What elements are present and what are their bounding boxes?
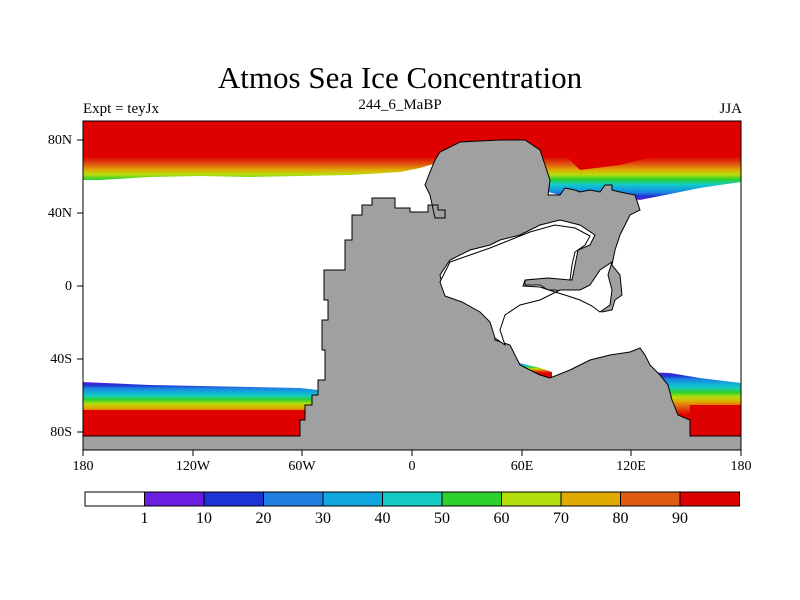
- colorbar-label: 40: [374, 510, 391, 527]
- colorbar-box-6: [441, 491, 502, 507]
- colorbar-box-8: [560, 491, 621, 507]
- season-label: JJA: [719, 101, 742, 117]
- experiment-label: Expt = teyJx: [83, 101, 159, 117]
- colorbar-label: 80: [612, 510, 629, 527]
- colorbar-box-0: [84, 491, 145, 507]
- colorbar-box-1: [144, 491, 205, 507]
- y-tick-label: 80S: [50, 425, 72, 440]
- colorbar-label: 20: [255, 510, 272, 527]
- colorbar-box-3: [263, 491, 324, 507]
- colorbar-label: 10: [196, 510, 212, 527]
- colorbar-label: 60: [493, 510, 510, 527]
- tethys-ocean: [439, 224, 613, 347]
- colorbar-box-2: [203, 491, 264, 507]
- colorbar-box-9: [620, 491, 681, 507]
- x-tick-label: 60W: [288, 459, 316, 474]
- colorbar-label: 50: [434, 510, 450, 527]
- map-title: Atmos Sea Ice Concentration: [217, 60, 583, 95]
- y-tick-label: 40N: [47, 206, 72, 221]
- colorbar-box-10: [679, 491, 740, 507]
- period-label: 244_6_MaBP: [358, 97, 442, 113]
- y-tick-label: 0: [65, 279, 72, 294]
- x-tick-label: 120W: [175, 459, 211, 474]
- x-tick-label: 120E: [616, 459, 646, 474]
- y-tick-label: 40S: [50, 352, 72, 367]
- colorbar-label: 90: [672, 510, 688, 527]
- colorbar-label: 70: [553, 510, 569, 527]
- y-tick-label: 80N: [47, 133, 72, 148]
- axis-ticks: [77, 139, 742, 456]
- colorbar-box-5: [382, 491, 443, 507]
- colorbar-label: 30: [315, 510, 331, 527]
- x-tick-label: 180: [730, 459, 752, 474]
- arctic-ice-core: [83, 121, 741, 170]
- colorbar-box-7: [501, 491, 562, 507]
- colorbar-label: 1: [140, 510, 149, 527]
- pangea-landmass: [83, 139, 741, 450]
- colorbar-box-4: [322, 491, 383, 507]
- x-tick-label: 0: [408, 459, 416, 474]
- x-tick-label: 180: [72, 459, 94, 474]
- x-tick-label: 60E: [510, 459, 534, 474]
- colorbar: [84, 491, 740, 507]
